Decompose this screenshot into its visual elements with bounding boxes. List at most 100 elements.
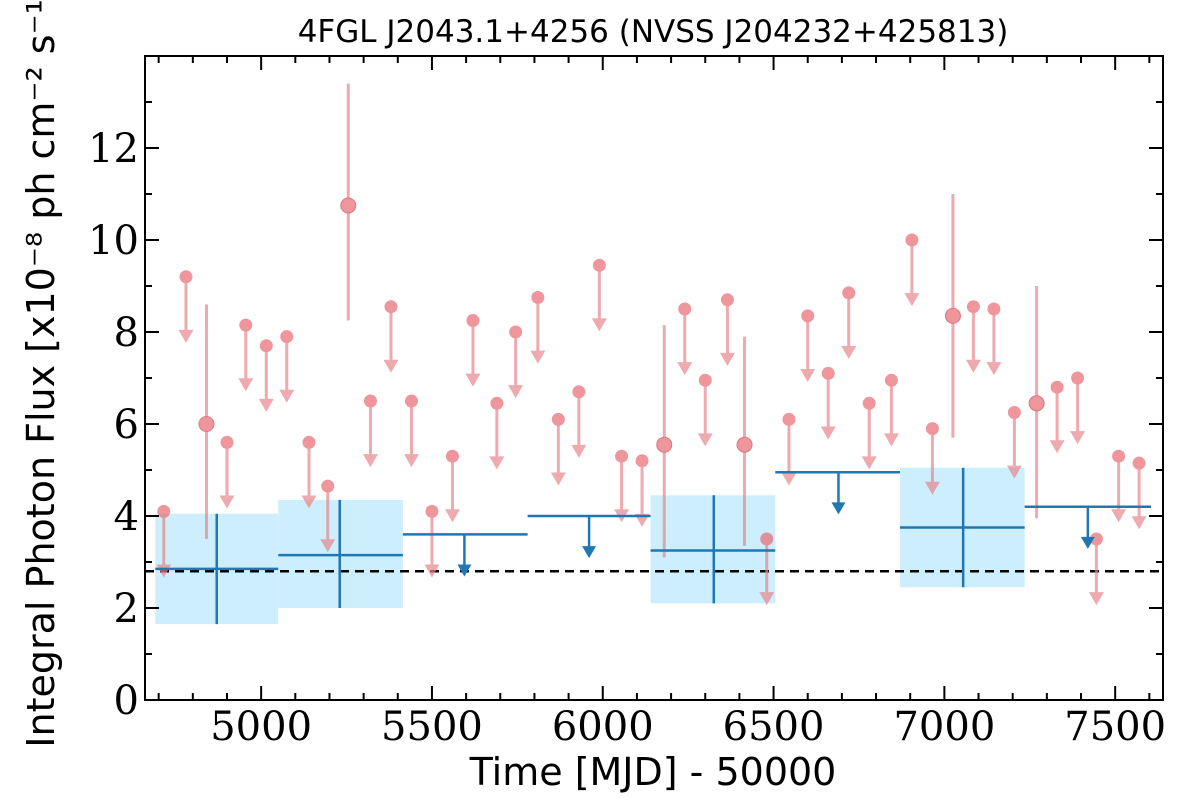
fine-upper-limit — [238, 318, 254, 392]
upper-limit-arrow — [219, 495, 235, 509]
fine-upper-limit — [550, 412, 566, 486]
upper-limit-arrow — [697, 433, 713, 447]
fine-upper-limit — [1049, 380, 1065, 454]
upper-limit-marker — [720, 293, 734, 307]
fine-upper-limit — [1070, 371, 1086, 445]
detection-marker — [340, 197, 357, 214]
upper-limit-arrow — [530, 350, 546, 364]
upper-limit-marker — [1112, 449, 1126, 463]
fine-upper-limit — [800, 309, 816, 382]
fine-detection — [944, 194, 961, 438]
fine-upper-limit — [279, 330, 295, 403]
upper-limit-arrow — [677, 362, 693, 376]
upper-limit-arrow — [841, 346, 857, 359]
x-tick-label: 7500 — [1064, 704, 1166, 750]
coarse-bin-detection — [278, 499, 403, 608]
coarse-bin-detection — [650, 495, 776, 604]
upper-limit-arrow — [465, 373, 481, 387]
y-tick-label: 0 — [114, 678, 139, 724]
upper-limit-marker — [801, 309, 815, 323]
upper-limit-marker — [821, 366, 835, 380]
upper-limit-arrow — [301, 495, 317, 509]
x-tick-label: 5500 — [381, 704, 483, 750]
upper-limit-marker — [905, 233, 919, 247]
fine-detection — [736, 336, 753, 546]
upper-limit-marker — [531, 291, 545, 304]
fine-upper-limit — [320, 479, 336, 553]
coarse-ul-arrow — [457, 564, 472, 577]
upper-limit-marker — [1089, 532, 1103, 546]
coarse-light-curve — [155, 467, 1152, 625]
fine-upper-limit — [571, 385, 587, 458]
fine-upper-limit — [591, 258, 607, 332]
upper-limit-arrow — [781, 472, 797, 486]
upper-limit-marker — [842, 286, 856, 300]
fine-upper-limit — [924, 422, 940, 495]
fine-detection — [656, 325, 673, 558]
upper-limit-arrow — [591, 318, 607, 332]
upper-limit-marker — [635, 454, 649, 468]
coarse-bin-detection — [899, 467, 1025, 588]
y-axis-label: Integral Photon Flux [x10⁻⁸ ph cm⁻² s⁻¹] — [19, 0, 63, 748]
fine-upper-limit — [841, 286, 857, 359]
upper-limit-arrow — [571, 444, 587, 458]
upper-limit-arrow — [924, 481, 940, 495]
upper-limit-marker — [782, 412, 796, 426]
coarse-upper-limit — [775, 471, 900, 515]
upper-limit-marker — [572, 385, 586, 399]
fine-upper-limit — [697, 373, 713, 447]
detection-marker — [1028, 395, 1045, 412]
upper-limit-marker — [862, 396, 876, 410]
upper-limit-marker — [1071, 371, 1085, 385]
upper-limit-arrow — [550, 472, 566, 486]
upper-limit-arrow — [178, 329, 194, 343]
fine-upper-limit — [861, 396, 877, 470]
upper-limit-marker — [239, 318, 253, 332]
upper-limit-arrow — [444, 509, 460, 523]
coarse-ul-arrow — [831, 502, 846, 515]
upper-limit-arrow — [719, 352, 735, 366]
upper-limit-marker — [966, 300, 980, 314]
upper-limit-arrow — [279, 389, 295, 403]
fine-upper-limit — [508, 325, 524, 399]
upper-limit-arrow — [383, 359, 399, 373]
x-axis-label: Time [MJD] - 50000 — [469, 750, 837, 794]
y-tick-label: 4 — [114, 494, 139, 540]
fine-upper-limit — [883, 373, 899, 447]
upper-limit-arrow — [1049, 440, 1065, 454]
upper-limit-marker — [1007, 406, 1021, 419]
x-tick-label: 7000 — [893, 704, 995, 750]
fine-detection — [1028, 286, 1045, 519]
upper-limit-marker — [445, 449, 459, 463]
upper-limit-arrow — [1070, 431, 1086, 445]
chart-title: 4FGL J2043.1+4256 (NVSS J204232+425813) — [298, 14, 1009, 50]
fine-upper-limit — [1006, 406, 1022, 479]
upper-limit-arrow — [986, 362, 1002, 376]
fine-upper-limit — [719, 293, 735, 366]
fine-upper-limit — [465, 314, 481, 387]
fine-upper-limit — [1088, 532, 1104, 606]
upper-limit-marker — [404, 394, 418, 408]
coarse-upper-limit — [527, 514, 651, 559]
fine-upper-limit — [178, 270, 194, 343]
x-tick-label: 6500 — [723, 704, 825, 750]
upper-limit-arrow — [759, 592, 775, 606]
detection-marker — [944, 307, 961, 324]
upper-limit-marker — [157, 504, 171, 518]
fine-upper-limit — [403, 394, 419, 468]
upper-limit-arrow — [508, 385, 524, 399]
fine-upper-limit — [301, 435, 317, 509]
coarse-ul-arrow — [582, 546, 597, 559]
upper-limit-arrow — [403, 454, 419, 468]
upper-limit-marker — [259, 339, 273, 353]
fine-upper-limit — [1111, 449, 1127, 523]
upper-limit-arrow — [904, 293, 920, 307]
upper-limit-marker — [987, 302, 1001, 316]
fine-light-curve — [156, 83, 1147, 606]
upper-limit-marker — [384, 300, 398, 314]
upper-limit-marker — [321, 479, 335, 493]
fine-upper-limit — [362, 394, 378, 468]
y-tick-label: 2 — [114, 586, 139, 632]
fine-upper-limit — [1131, 456, 1147, 530]
